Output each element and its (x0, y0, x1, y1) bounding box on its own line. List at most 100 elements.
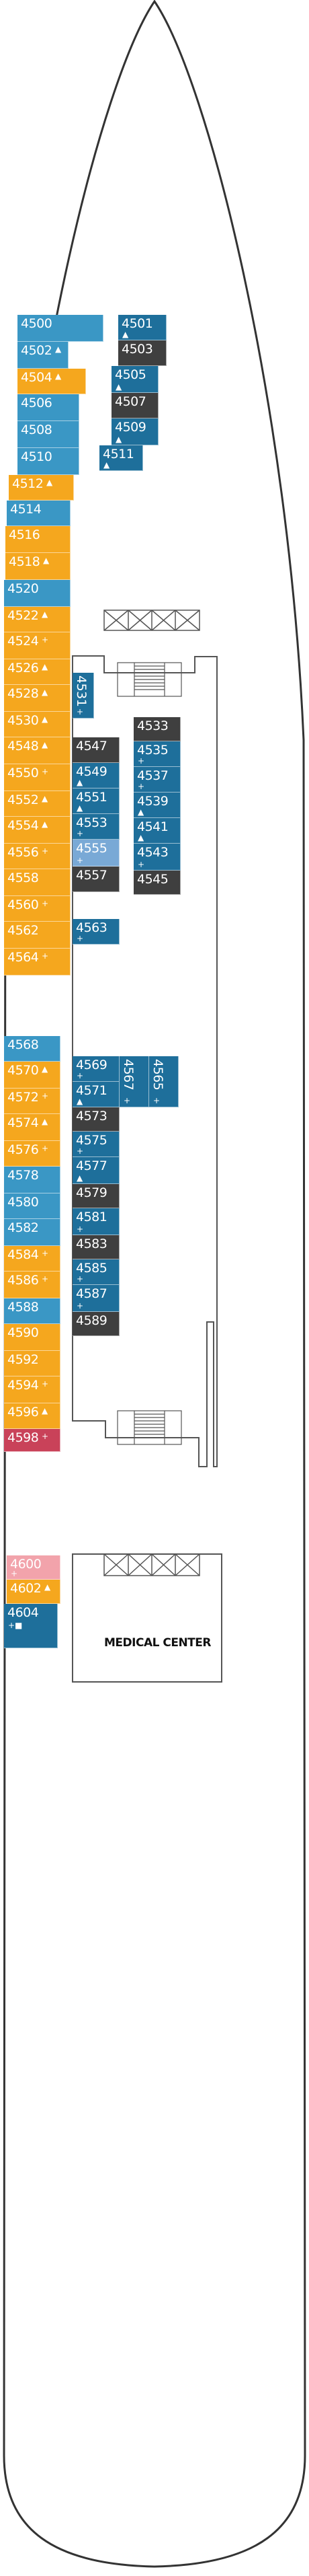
cabin-4503[interactable]: 4503 (118, 340, 167, 366)
accessible-triangle-icon: ▲ (42, 740, 48, 749)
cabin-4576[interactable]: 4576 + (4, 1141, 60, 1167)
accessible-triangle-icon: ▲ (42, 1406, 48, 1415)
cabin-4569[interactable]: 4569 + (73, 1056, 120, 1082)
connecting-plus-icon: + (42, 899, 49, 908)
cabin-number: 4565 (150, 1059, 165, 1091)
cabin-4555[interactable]: 4555 + (73, 840, 120, 867)
connecting-plus-icon: + (42, 951, 49, 961)
cabin-4581[interactable]: 4581 + (73, 1208, 120, 1235)
cabin-number: 4569 (76, 1058, 107, 1072)
cabin-4504[interactable]: 4504 ▲ (17, 369, 86, 394)
cabin-4501[interactable]: 4501 ▲ (118, 315, 167, 340)
cabin-4556[interactable]: 4556 + (4, 844, 71, 869)
cabin-4530[interactable]: 4530 ▲ (4, 712, 71, 737)
cabin-4537[interactable]: 4537 + (134, 767, 181, 793)
cabin-4524[interactable]: 4524 + (4, 632, 71, 659)
cabin-4533[interactable]: 4533 (134, 717, 181, 741)
cabin-number: 4581 (76, 1210, 107, 1224)
cabin-4511[interactable]: 4511 ▲ (99, 445, 143, 471)
connecting-plus-icon: +■ (8, 1621, 23, 1630)
cabin-number: 4568 (7, 1037, 39, 1052)
cabin-4509[interactable]: 4509 ▲ (112, 418, 159, 445)
cabin-number: 4543 (137, 845, 169, 860)
cabin-4557[interactable]: 4557 (73, 867, 120, 892)
cabin-4584[interactable]: 4584 + (4, 1246, 60, 1272)
cabin-number: 4598 (7, 1430, 39, 1445)
cabin-4548[interactable]: 4548 ▲ (4, 737, 71, 764)
accessible-triangle-icon: ▲ (42, 688, 48, 697)
cabin-4582[interactable]: 4582 (4, 1219, 60, 1246)
cabin-4514[interactable]: 4514 (7, 501, 71, 526)
cabin-4578[interactable]: 4578 (4, 1167, 60, 1193)
cabin-4596[interactable]: 4596 ▲ (4, 1403, 60, 1429)
cabin-number: 4600 (10, 1557, 42, 1572)
cabin-4564[interactable]: 4564 + (4, 949, 71, 976)
cabin-4565[interactable]: 4565 + (149, 1056, 179, 1107)
cabin-4572[interactable]: 4572 + (4, 1089, 60, 1114)
cabin-4574[interactable]: 4574 ▲ (4, 1114, 60, 1141)
cabin-4512[interactable]: 4512 ▲ (9, 475, 74, 501)
cabin-4567[interactable]: 4567 + (120, 1056, 149, 1107)
cabin-4539[interactable]: 4539 ▲ (134, 793, 181, 818)
cabin-4507[interactable]: 4507 (112, 393, 159, 418)
cabin-4505[interactable]: 4505 ▲ (112, 366, 159, 393)
cabin-number: 4501 (122, 316, 153, 331)
cabin-4602[interactable]: 4602 ▲ (7, 1580, 60, 1604)
cabin-4585[interactable]: 4585 + (73, 1259, 120, 1285)
cabin-4506[interactable]: 4506 (17, 394, 79, 421)
connecting-plus-icon: + (42, 1379, 49, 1389)
cabin-4551[interactable]: 4551 ▲ (73, 788, 120, 814)
cabin-4558[interactable]: 4558 (4, 869, 71, 896)
cabin-4535[interactable]: 4535 + (134, 741, 181, 767)
cabin-4547[interactable]: 4547 (73, 737, 120, 763)
cabin-4508[interactable]: 4508 (17, 421, 79, 448)
cabin-4586[interactable]: 4586 + (4, 1272, 60, 1298)
cabin-4500[interactable]: 4500 (17, 315, 103, 342)
cabin-4590[interactable]: 4590 (4, 1324, 60, 1351)
cabin-4592[interactable]: 4592 (4, 1351, 60, 1376)
cabin-4554[interactable]: 4554 ▲ (4, 817, 71, 844)
cabin-4549[interactable]: 4549 ▲ (73, 763, 120, 788)
cabin-number: 4500 (21, 316, 52, 331)
cabin-number: 4516 (9, 527, 40, 542)
cabin-4552[interactable]: 4552 ▲ (4, 791, 71, 817)
cabin-4516[interactable]: 4516 (5, 526, 71, 553)
cabin-4550[interactable]: 4550 + (4, 764, 71, 791)
cabin-4579[interactable]: 4579 (73, 1184, 120, 1208)
cabin-4562[interactable]: 4562 (4, 922, 71, 949)
cabin-4571[interactable]: 4571 ▲ (73, 1082, 120, 1107)
cabin-number: 4571 (76, 1083, 107, 1098)
cabin-4531[interactable]: 4531 + (73, 673, 94, 719)
cabin-4526[interactable]: 4526 ▲ (4, 659, 71, 685)
cabin-4600[interactable]: 4600 + (7, 1555, 60, 1580)
cabin-4588[interactable]: 4588 (4, 1298, 60, 1324)
cabin-4502[interactable]: 4502 ▲ (17, 342, 69, 369)
cabin-4528[interactable]: 4528 ▲ (4, 685, 71, 712)
cabin-4577[interactable]: 4577 ▲ (73, 1157, 120, 1184)
cabin-4522[interactable]: 4522 ▲ (4, 607, 71, 632)
cabin-4589[interactable]: 4589 (73, 1312, 120, 1336)
cabin-4510[interactable]: 4510 (17, 448, 79, 475)
cabin-4568[interactable]: 4568 (4, 1036, 60, 1062)
cabin-number: 4572 (7, 1090, 39, 1105)
cabin-4604[interactable]: 4604 +■ (4, 1604, 58, 1648)
connecting-plus-icon: + (138, 782, 145, 791)
cabin-4541[interactable]: 4541 ▲ (134, 818, 181, 844)
cabin-4598[interactable]: 4598 + (4, 1429, 60, 1452)
cabin-4553[interactable]: 4553 + (73, 814, 120, 840)
cabin-4573[interactable]: 4573 (73, 1107, 120, 1132)
cabin-4545[interactable]: 4545 (134, 871, 181, 895)
cabin-4563[interactable]: 4563 + (73, 919, 120, 945)
cabin-4570[interactable]: 4570 ▲ (4, 1062, 60, 1089)
cabin-4520[interactable]: 4520 (4, 580, 71, 607)
cabin-4575[interactable]: 4575 + (73, 1132, 120, 1157)
cabin-4583[interactable]: 4583 (73, 1235, 120, 1259)
cabin-4543[interactable]: 4543 + (134, 844, 181, 871)
cabin-4518[interactable]: 4518 ▲ (5, 553, 71, 580)
cabin-number: 4551 (76, 790, 107, 805)
cabin-4587[interactable]: 4587 + (73, 1285, 120, 1312)
cabin-number: 4506 (21, 396, 52, 410)
cabin-4560[interactable]: 4560 + (4, 896, 71, 922)
cabin-4594[interactable]: 4594 + (4, 1376, 60, 1403)
cabin-4580[interactable]: 4580 (4, 1193, 60, 1219)
